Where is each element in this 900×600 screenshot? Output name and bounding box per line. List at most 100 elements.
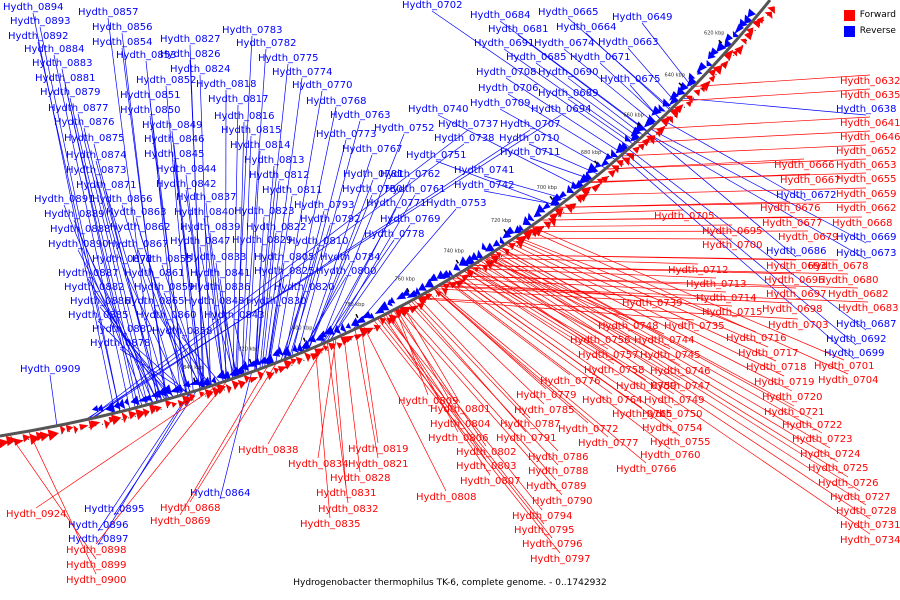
leader-line bbox=[237, 121, 245, 378]
forward-gene bbox=[740, 38, 747, 45]
gene-label: Hydth_0891 bbox=[34, 194, 95, 205]
leader-line bbox=[447, 279, 671, 450]
reverse-gene bbox=[522, 215, 532, 226]
leader-line bbox=[121, 334, 189, 394]
reverse-gene bbox=[481, 242, 489, 252]
forward-gene bbox=[549, 212, 560, 222]
gene-label: Hydth_0716 bbox=[726, 333, 787, 344]
leader-line bbox=[567, 98, 634, 145]
gene-label: Hydth_0852 bbox=[136, 75, 197, 86]
gene-label: Hydth_0667 bbox=[780, 175, 841, 186]
leader-line bbox=[37, 41, 121, 412]
forward-gene bbox=[674, 104, 684, 114]
gene-label: Hydth_0881 bbox=[35, 73, 96, 84]
gene-label: Hydth_0874 bbox=[66, 150, 127, 161]
forward-gene bbox=[225, 383, 232, 394]
forward-gene bbox=[399, 306, 412, 317]
forward-gene bbox=[665, 116, 674, 124]
leader-line bbox=[401, 305, 557, 481]
gene-label: Hydth_0708 bbox=[476, 67, 537, 78]
gene-label: Hydth_0666 bbox=[774, 160, 835, 171]
reverse-gene bbox=[340, 322, 347, 333]
forward-gene bbox=[495, 251, 502, 258]
scale-dot bbox=[230, 387, 232, 389]
leader-line bbox=[435, 287, 647, 464]
forward-gene bbox=[103, 419, 110, 430]
scale-dot bbox=[516, 245, 518, 247]
scale-dot bbox=[48, 434, 50, 437]
forward-gene bbox=[473, 267, 479, 273]
gene-label: Hydth_0886 bbox=[70, 296, 131, 307]
forward-gene bbox=[607, 169, 616, 178]
reverse-gene bbox=[463, 254, 476, 265]
leader-line bbox=[255, 63, 289, 371]
leader-line bbox=[165, 85, 194, 392]
gene-label: Hydth_0715 bbox=[702, 307, 763, 318]
gene-label: Hydth_0766 bbox=[616, 464, 677, 475]
leader-line bbox=[483, 175, 568, 200]
scale-dot bbox=[379, 325, 381, 327]
gene-label: Hydth_0894 bbox=[3, 2, 64, 13]
forward-gene bbox=[256, 370, 264, 381]
leader-line bbox=[451, 277, 613, 395]
leader-line bbox=[396, 308, 461, 419]
gene-label: Hydth_0761 bbox=[385, 184, 446, 195]
gene-label: Hydth_0709 bbox=[470, 98, 531, 109]
reverse-gene bbox=[368, 312, 375, 319]
gene-label: Hydth_0822 bbox=[246, 222, 307, 233]
gene-label: Hydth_0785 bbox=[514, 405, 575, 416]
reverse-gene bbox=[350, 317, 361, 328]
tick-label: 640 kbp bbox=[665, 73, 685, 79]
leader-line bbox=[479, 260, 871, 520]
gene-label: Hydth_0760 bbox=[640, 450, 701, 461]
gene-label: Hydth_0847 bbox=[170, 236, 231, 247]
forward-gene bbox=[722, 49, 734, 61]
gene-label: Hydth_0739 bbox=[622, 298, 683, 309]
reverse-gene bbox=[308, 334, 317, 343]
gene-label: Hydth_0831 bbox=[316, 488, 377, 499]
scale-dot bbox=[771, 9, 773, 11]
gene-label: Hydth_0810 bbox=[288, 236, 349, 247]
gene-label: Hydth_0877 bbox=[48, 103, 109, 114]
legend-item-forward: Forward bbox=[843, 7, 896, 23]
gene-label: Hydth_0775 bbox=[258, 53, 319, 64]
scale-dot bbox=[583, 196, 585, 198]
gene-label: Hydth_0801 bbox=[430, 404, 491, 415]
scale-dot bbox=[350, 339, 352, 341]
scale-dot bbox=[75, 429, 77, 431]
gene-label: Hydth_0800 bbox=[316, 266, 377, 277]
forward-gene bbox=[277, 366, 287, 373]
scale-dot bbox=[701, 88, 704, 90]
reverse-gene bbox=[747, 8, 756, 18]
gene-label: Hydth_0632 bbox=[840, 76, 900, 87]
leader-line bbox=[90, 129, 531, 420]
leader-line bbox=[209, 232, 228, 381]
gene-label: Hydth_0663 bbox=[598, 37, 659, 48]
leader-line bbox=[280, 292, 305, 362]
leader-line bbox=[199, 246, 224, 382]
leader-line bbox=[121, 204, 179, 397]
scale-dot bbox=[674, 115, 676, 117]
forward-gene bbox=[764, 11, 773, 19]
forward-gene bbox=[484, 260, 496, 270]
gene-labels: Hydth_0894 Hydth_0857 Hydth_0893 Hydth_0856… bbox=[3, 0, 900, 586]
leader-line bbox=[284, 210, 325, 360]
leader-line bbox=[489, 254, 797, 261]
scale-dot bbox=[732, 54, 735, 56]
reverse-gene bbox=[615, 142, 627, 154]
gene-label: Hydth_0762 bbox=[380, 169, 441, 180]
leader-line bbox=[49, 374, 58, 426]
reverse-gene bbox=[527, 212, 535, 222]
gene-label: Hydth_0704 bbox=[818, 375, 879, 386]
gene-label: Hydth_0713 bbox=[686, 279, 747, 290]
leader-line bbox=[599, 62, 662, 120]
gene-label: Hydth_0646 bbox=[840, 132, 900, 143]
scale-dot bbox=[724, 64, 726, 66]
scale-dot bbox=[81, 428, 84, 430]
reverse-gene bbox=[333, 324, 342, 334]
scale-dot bbox=[0, 443, 2, 445]
reverse-gene bbox=[150, 389, 162, 398]
gene-features bbox=[0, 6, 775, 449]
reverse-gene bbox=[188, 378, 200, 386]
scale-dot bbox=[521, 241, 524, 243]
